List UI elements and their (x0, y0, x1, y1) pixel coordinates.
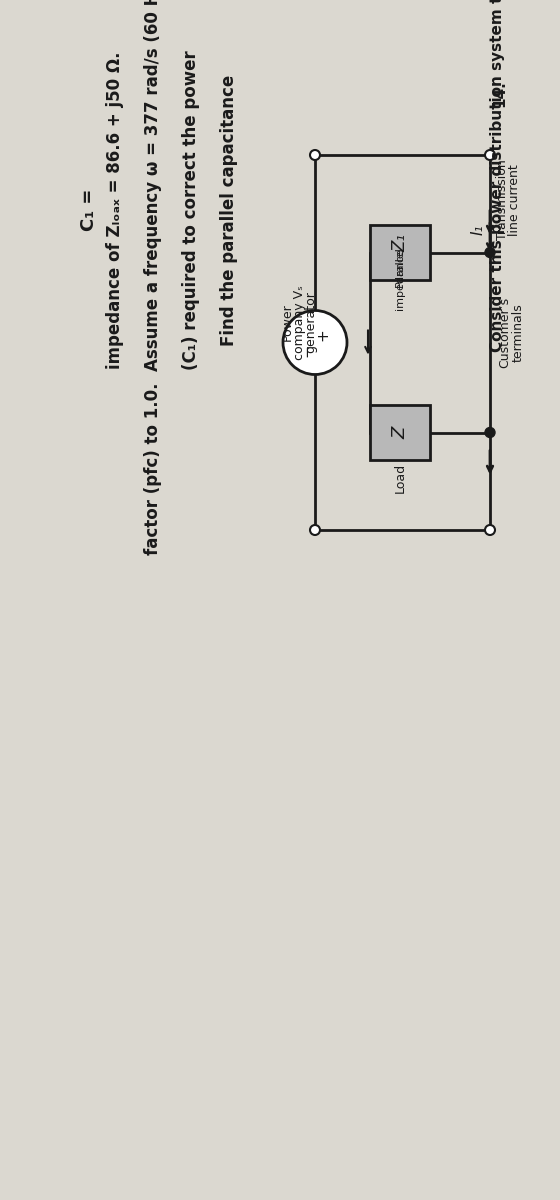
Text: Consider this power distribution system to a customer:: Consider this power distribution system … (490, 0, 505, 352)
Text: (C₁) required to correct the power: (C₁) required to correct the power (182, 50, 200, 370)
Text: I₁: I₁ (470, 224, 486, 235)
Circle shape (485, 247, 495, 258)
Text: Load: Load (394, 463, 407, 493)
Text: +: + (315, 328, 330, 341)
Circle shape (283, 311, 347, 374)
Text: Power: Power (281, 304, 293, 341)
Text: terminals: terminals (511, 304, 525, 362)
Circle shape (310, 526, 320, 535)
Bar (370, 226, 430, 280)
Circle shape (485, 427, 495, 438)
Text: factor (pfc) to 1.0.  Assume a frequency ω = 377 rad/s (60 Hz) with a load: factor (pfc) to 1.0. Assume a frequency … (144, 0, 162, 554)
Circle shape (485, 150, 495, 160)
Circle shape (310, 150, 320, 160)
Text: Customer’s: Customer’s (498, 296, 511, 368)
Text: generator: generator (305, 292, 318, 354)
Text: −: − (300, 344, 315, 356)
Text: Z: Z (391, 426, 409, 439)
Text: company Vₛ: company Vₛ (292, 286, 306, 360)
Text: impedance of Zₗₒₐₓ = 86.6 + j50 Ω.: impedance of Zₗₒₐₓ = 86.6 + j50 Ω. (106, 52, 124, 368)
Text: Find the parallel capacitance: Find the parallel capacitance (220, 74, 238, 346)
Text: Parallel: Parallel (395, 246, 405, 287)
Text: line current: line current (508, 164, 521, 236)
Text: impedance: impedance (395, 247, 405, 310)
Bar (370, 404, 430, 460)
Text: Z₁: Z₁ (391, 234, 409, 252)
Circle shape (485, 526, 495, 535)
Text: 14.: 14. (492, 80, 507, 107)
Text: Transmission: Transmission (496, 160, 508, 240)
Text: C₁ =: C₁ = (80, 188, 98, 232)
